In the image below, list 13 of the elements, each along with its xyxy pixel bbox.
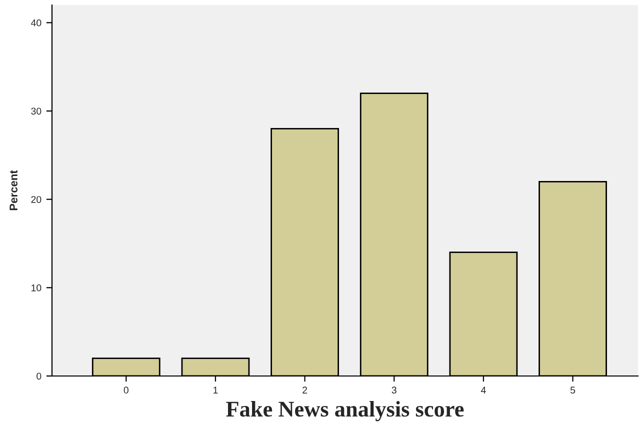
x-tick-label: 4	[480, 386, 486, 394]
y-tick-label: 40	[30, 19, 42, 26]
x-tick-label: 3	[392, 386, 396, 394]
x-tick-label: 1	[214, 386, 218, 394]
y-tick-label: 10	[32, 284, 42, 292]
y-tick-label: 30	[31, 108, 42, 115]
x-axis-title: Fake News analysis score	[226, 401, 464, 422]
x-tick-label: 2	[302, 386, 308, 394]
x-tick-label: 5	[570, 386, 576, 394]
x-tick-label: 0	[124, 386, 128, 394]
y-tick-label: 20	[31, 196, 42, 203]
y-tick-label: 0	[36, 372, 42, 380]
y-axis-title: Percent	[10, 170, 18, 210]
